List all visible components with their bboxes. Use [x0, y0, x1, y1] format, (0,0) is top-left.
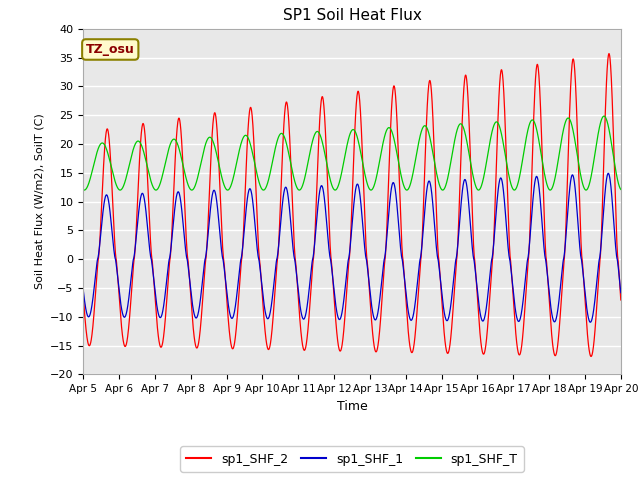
Text: TZ_osu: TZ_osu — [86, 43, 134, 56]
sp1_SHF_2 — [406, 339, 413, 345]
sp1_SHF_1 — [293, 278, 301, 284]
sp1_SHF_2 — [258, 281, 266, 287]
sp1_SHF_2 — [293, 278, 301, 284]
sp1_SHF_T — [406, 184, 413, 190]
sp1_SHF_T — [79, 187, 87, 192]
sp1_SHF_T — [152, 187, 160, 193]
sp1_SHF_2 — [337, 346, 345, 351]
sp1_SHF_2 — [605, 51, 613, 57]
sp1_SHF_T — [600, 113, 608, 119]
sp1_SHF_T — [593, 140, 600, 146]
sp1_SHF_1 — [593, 281, 600, 287]
sp1_SHF_2 — [593, 305, 600, 311]
X-axis label: Time: Time — [337, 400, 367, 413]
sp1_SHF_1 — [604, 170, 612, 176]
sp1_SHF_2 — [617, 297, 625, 303]
sp1_SHF_2 — [588, 354, 595, 360]
sp1_SHF_1 — [337, 312, 345, 318]
sp1_SHF_T — [617, 187, 625, 192]
Title: SP1 Soil Heat Flux: SP1 Soil Heat Flux — [283, 9, 421, 24]
Line: sp1_SHF_2: sp1_SHF_2 — [83, 54, 621, 357]
Legend: sp1_SHF_2, sp1_SHF_1, sp1_SHF_T: sp1_SHF_2, sp1_SHF_1, sp1_SHF_T — [180, 446, 524, 472]
Y-axis label: Soil Heat Flux (W/m2), SoilT (C): Soil Heat Flux (W/m2), SoilT (C) — [35, 114, 44, 289]
sp1_SHF_1 — [258, 279, 266, 285]
sp1_SHF_T — [258, 186, 266, 192]
Line: sp1_SHF_1: sp1_SHF_1 — [83, 173, 621, 322]
sp1_SHF_1 — [186, 284, 194, 290]
sp1_SHF_T — [187, 187, 195, 192]
sp1_SHF_T — [294, 185, 301, 191]
sp1_SHF_2 — [79, 292, 87, 298]
sp1_SHF_2 — [186, 288, 194, 294]
Line: sp1_SHF_T: sp1_SHF_T — [83, 116, 621, 190]
sp1_SHF_T — [338, 170, 346, 176]
sp1_SHF_1 — [406, 314, 413, 320]
sp1_SHF_1 — [79, 287, 87, 292]
sp1_SHF_1 — [586, 319, 594, 325]
sp1_SHF_1 — [617, 290, 625, 296]
